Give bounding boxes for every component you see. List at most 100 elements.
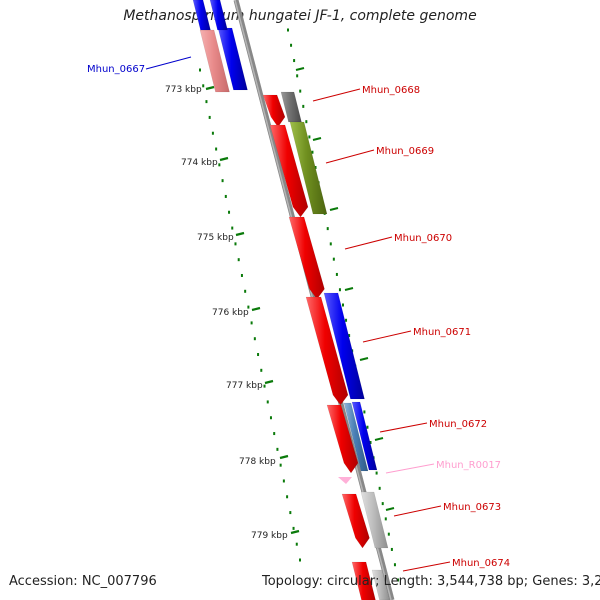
scale-track-dot [289, 511, 292, 515]
outer-track-dot [329, 242, 332, 246]
feature-block-mhun-0667 [217, 27, 248, 91]
scale-track-dot [276, 447, 279, 451]
outer-track-dot [287, 28, 289, 32]
outer-track-dot [290, 43, 293, 47]
outer-track-dot [326, 227, 329, 231]
outer-track-dot [296, 74, 299, 78]
outer-track-dot [305, 120, 308, 124]
outer-track-dot [363, 410, 366, 414]
rrna-marker-mhun-r0017 [338, 477, 352, 484]
leader-line-mhun-0670 [344, 236, 393, 250]
scale-track-dot [250, 321, 253, 325]
cds-arrow-mhun-0672 [326, 404, 359, 474]
scale-track-dot [208, 115, 211, 119]
feature-block-blue-top-2 [209, 0, 228, 31]
map-title: Methanospirillum hungatei JF-1, complete… [123, 8, 477, 24]
outer-track-dot [384, 517, 387, 521]
gene-label-mhun-0669: Mhun_0669 [376, 146, 434, 157]
genome-summary-label: Topology: circular; Length: 3,544,738 bp… [262, 574, 600, 589]
leader-line-mhun-0674 [402, 561, 451, 572]
gene-label-mhun-r0017: Mhun_R0017 [436, 460, 501, 471]
scale-track-dot [253, 337, 256, 341]
cds-arrow-mhun-0673 [341, 493, 370, 549]
gene-label-mhun-0671: Mhun_0671 [413, 327, 471, 338]
gene-label-mhun-0674: Mhun_0674 [452, 558, 510, 569]
feature-block-grey-bottom [371, 569, 390, 600]
outer-track-dot [348, 334, 351, 338]
scale-track-dot [299, 558, 301, 562]
scale-track-dot [228, 210, 231, 214]
outer-track-dot [338, 288, 341, 292]
scale-track-dot [221, 179, 224, 183]
leader-line-mhun-0671 [362, 330, 412, 343]
outer-major-tick [312, 137, 322, 141]
scale-track-dot [273, 432, 276, 436]
outer-major-tick [385, 507, 395, 511]
outer-track-dot [335, 272, 338, 276]
outer-track-dot [314, 166, 317, 169]
outer-track-dot [345, 318, 348, 322]
leader-line-mhun-0669 [325, 149, 375, 164]
scale-tick-label: 779 kbp [251, 531, 288, 541]
outer-track-dot [393, 563, 396, 567]
scale-track-dot [260, 368, 263, 372]
scale-track-dot [234, 242, 237, 246]
feature-block-blue-top [192, 0, 211, 31]
scale-track-dot [231, 226, 234, 230]
scale-track-dot [224, 194, 227, 198]
feature-block-olive [289, 121, 328, 215]
scale-major-tick [290, 529, 300, 535]
scale-major-tick [251, 306, 261, 312]
cds-arrow-mhun-0671 [305, 296, 349, 406]
cds-arrow-mhun-0668 [262, 94, 286, 128]
outer-track-dot [378, 486, 381, 490]
scale-track-dot [215, 147, 218, 151]
scale-track-dot [286, 495, 289, 499]
gene-label-mhun-0667: Mhun_0667 [87, 64, 145, 75]
scale-tick-label: 773 kbp [165, 85, 202, 95]
outer-track-dot [293, 59, 296, 63]
leader-line-mhun-r0017 [385, 463, 435, 474]
scale-track-dot [237, 258, 240, 262]
scale-track-dot [202, 84, 205, 88]
scale-major-tick [205, 85, 215, 91]
scale-track-dot [257, 353, 260, 357]
scale-track-dot [295, 542, 298, 546]
scale-track-dot [240, 273, 243, 277]
leader-line-mhun-0673 [393, 505, 442, 517]
scale-major-tick [235, 231, 245, 237]
scale-track-dot [199, 68, 201, 72]
outer-major-tick [344, 287, 354, 291]
outer-track-dot [302, 104, 305, 108]
scale-tick-label: 777 kbp [226, 381, 263, 391]
gene-label-mhun-0673: Mhun_0673 [443, 502, 501, 513]
outer-major-tick [295, 67, 305, 71]
scale-track-dot [266, 400, 269, 404]
outer-track-dot [299, 89, 302, 93]
gene-label-mhun-0672: Mhun_0672 [429, 419, 487, 430]
scale-tick-label: 774 kbp [181, 158, 218, 168]
outer-track-dot [342, 303, 344, 307]
leader-line-mhun-0668 [312, 88, 361, 102]
scale-tick-label: 776 kbp [212, 308, 249, 318]
scale-track-dot [269, 416, 272, 420]
scale-track-dot [282, 479, 285, 483]
outer-track-dot [390, 547, 393, 551]
outer-track-dot [332, 257, 335, 261]
accession-label: Accession: NC_007796 [9, 574, 157, 589]
outer-track-dot [387, 532, 390, 536]
outer-track-dot [397, 578, 399, 582]
outer-track-dot [375, 471, 378, 475]
feature-block-blue-0671 [323, 292, 365, 400]
leader-line-mhun-0672 [379, 422, 428, 433]
leader-line-mhun-0667 [145, 56, 192, 70]
cds-arrow-mhun-0670 [288, 216, 325, 300]
outer-track-dot [369, 441, 372, 444]
gene-label-mhun-0670: Mhun_0670 [394, 233, 452, 244]
outer-major-tick [374, 437, 384, 441]
scale-tick-label: 775 kbp [197, 233, 234, 243]
scale-track-dot [247, 305, 250, 309]
outer-major-tick [359, 357, 369, 361]
